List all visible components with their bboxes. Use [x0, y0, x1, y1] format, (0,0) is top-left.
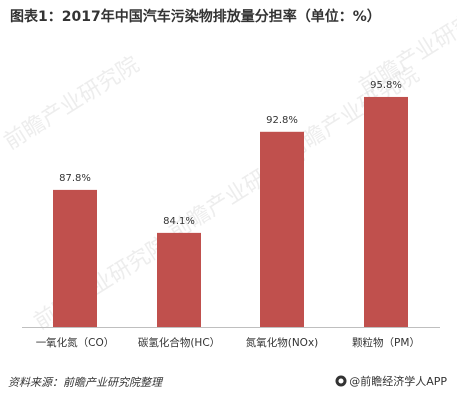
value-label: 84.1%	[163, 216, 195, 227]
watermark-text: 前瞻产业研究院	[0, 52, 144, 155]
brand-credit: @前瞻经济学人APP	[335, 373, 447, 389]
brand-label: @前瞻经济学人APP	[349, 375, 447, 388]
category-label: 碳氢化合物(HC）	[138, 336, 220, 349]
category-label: 氮氧化物(NOx)	[246, 336, 319, 349]
category-label: 一氧化氮（CO）	[36, 336, 115, 349]
source-note: 资料来源：前瞻产业研究院整理	[8, 376, 162, 389]
brand-logo-icon	[335, 375, 347, 387]
bar	[157, 232, 201, 327]
value-labels: 87.8% 84.1% 92.8% 95.8%	[59, 80, 402, 227]
value-label: 92.8%	[266, 115, 298, 126]
bar	[364, 96, 408, 327]
value-label: 95.8%	[370, 80, 402, 91]
bar	[53, 189, 97, 327]
value-label: 87.8%	[59, 173, 91, 184]
watermark-text: 前瞻产业研究院	[30, 232, 174, 335]
category-labels: 一氧化氮（CO） 碳氢化合物(HC） 氮氧化物(NOx) 颗粒物（PM）	[36, 336, 420, 349]
category-label: 颗粒物（PM）	[352, 336, 420, 349]
chart-title: 图表1：2017年中国汽车污染物排放量分担率（单位：%）	[10, 9, 381, 25]
bar	[260, 131, 304, 327]
bars	[53, 96, 408, 327]
